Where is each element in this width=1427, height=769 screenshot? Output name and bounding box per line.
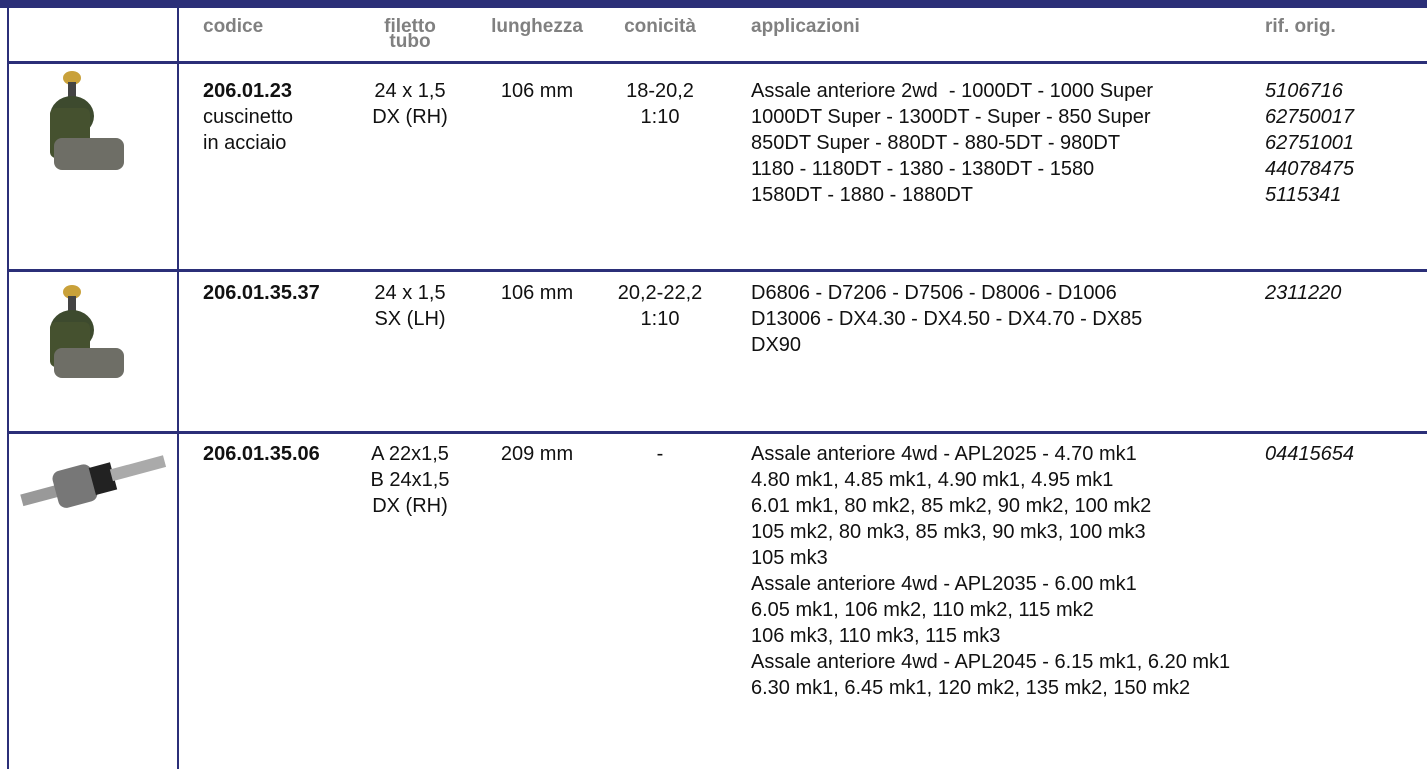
application: 4.80 mk1, 4.85 mk1, 4.90 mk1, 4.95 mk1 <box>751 469 1114 491</box>
product-code: 206.01.35.06 <box>203 443 320 465</box>
product-note: in acciaio <box>203 132 287 154</box>
application: 6.30 mk1, 6.45 mk1, 120 mk2, 135 mk2, 15… <box>751 677 1191 699</box>
thread: DX (RH) <box>372 106 448 128</box>
application: 105 mk3 <box>751 547 828 569</box>
original-ref: 2311220 <box>1265 282 1342 304</box>
original-ref: 5115341 <box>1265 184 1342 206</box>
length: 106 mm <box>500 282 574 304</box>
column-header: conicità <box>624 16 696 37</box>
application: D6806 - D7206 - D7506 - D8006 - D1006 <box>751 282 1117 304</box>
application: Assale anteriore 4wd - APL2035 - 6.00 mk… <box>751 573 1137 595</box>
part-image <box>50 285 124 378</box>
application: 106 mk3, 110 mk3, 115 mk3 <box>751 625 1001 647</box>
left-border <box>7 0 9 769</box>
length: 209 mm <box>500 443 574 465</box>
application: 105 mk2, 80 mk3, 85 mk3, 90 mk3, 100 mk3 <box>751 521 1146 543</box>
product-code: 206.01.35.37 <box>203 282 320 304</box>
application: 1180 - 1180DT - 1380 - 1380DT - 1580 <box>751 158 1095 180</box>
column-header: rif. orig. <box>1265 16 1336 37</box>
length: 106 mm <box>500 80 574 102</box>
taper: - <box>656 443 664 465</box>
thread: 24 x 1,5 <box>374 282 446 304</box>
original-ref: 62750017 <box>1265 106 1354 128</box>
original-ref: 04415654 <box>1265 443 1354 465</box>
column-header: filetto <box>384 16 436 37</box>
row-border <box>7 431 1427 434</box>
application: Assale anteriore 4wd - APL2025 - 4.70 mk… <box>751 443 1137 465</box>
top-bar <box>0 0 1427 8</box>
row-border <box>7 61 1427 64</box>
original-ref: 5106716 <box>1265 80 1343 102</box>
column-header: applicazioni <box>751 16 860 37</box>
application: 1000DT Super - 1300DT - Super - 850 Supe… <box>751 106 1151 128</box>
column-header: tubo <box>389 31 431 52</box>
thread: A 22x1,5 <box>371 443 449 465</box>
thread: DX (RH) <box>372 495 448 517</box>
application: D13006 - DX4.30 - DX4.50 - DX4.70 - DX85 <box>751 308 1143 330</box>
row-border <box>7 269 1427 272</box>
application: 6.01 mk1, 80 mk2, 85 mk2, 90 mk2, 100 mk… <box>751 495 1152 517</box>
column-border <box>177 0 179 769</box>
original-ref: 62751001 <box>1265 132 1354 154</box>
column-header: codice <box>203 16 264 37</box>
taper: 1:10 <box>640 106 680 128</box>
column-header: lunghezza <box>491 16 583 37</box>
application: 6.05 mk1, 106 mk2, 110 mk2, 115 mk2 <box>751 599 1094 621</box>
thread: SX (LH) <box>374 308 446 330</box>
taper: 1:10 <box>640 308 680 330</box>
thread: 24 x 1,5 <box>374 80 446 102</box>
taper: 20,2-22,2 <box>617 282 703 304</box>
application: Assale anteriore 4wd - APL2045 - 6.15 mk… <box>751 651 1231 673</box>
part-image <box>20 455 167 508</box>
product-note: cuscinetto <box>203 106 294 128</box>
application: 1580DT - 1880 - 1880DT <box>751 184 973 206</box>
taper: 18-20,2 <box>626 80 694 102</box>
application: 850DT Super - 880DT - 880-5DT - 980DT <box>751 132 1121 154</box>
thread: B 24x1,5 <box>370 469 450 491</box>
original-ref: 44078475 <box>1265 158 1354 180</box>
application: Assale anteriore 2wd - 1000DT - 1000 Sup… <box>751 80 1154 102</box>
part-image <box>50 71 124 170</box>
product-code: 206.01.23 <box>203 80 292 102</box>
application: DX90 <box>751 334 802 356</box>
